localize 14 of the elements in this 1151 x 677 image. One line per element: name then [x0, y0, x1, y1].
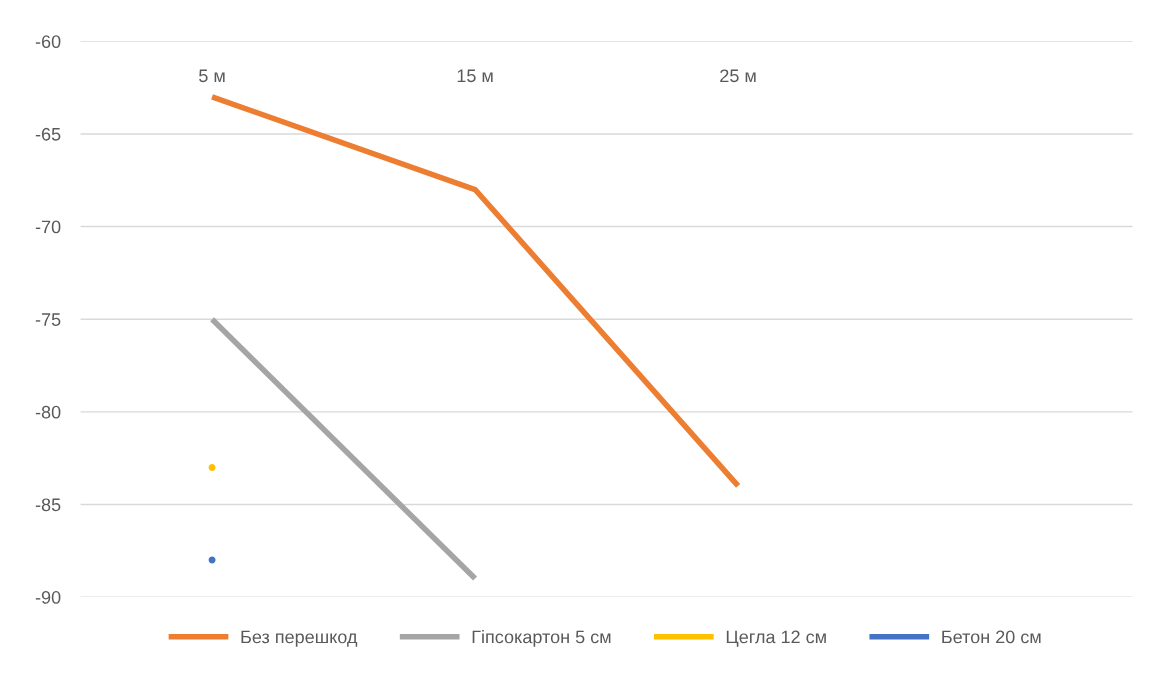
legend-label: Без перешкод: [241, 630, 358, 647]
x-tick-label: 5 м: [199, 69, 225, 83]
legend-label: Бетон 20 см: [942, 630, 1041, 644]
y-tick-label: -85: [35, 498, 61, 512]
y-tick-label: -65: [35, 127, 61, 141]
y-tick-label: -75: [35, 313, 61, 326]
y-tick-label: -80: [35, 405, 61, 419]
x-tick-label: 15 м: [457, 69, 493, 83]
y-tick-label: -90: [35, 591, 61, 604]
legend-label: Цегла 12 см: [726, 630, 826, 647]
legend-label: Гіпсокартон 5 см: [472, 630, 611, 647]
y-tick-label: -60: [35, 35, 61, 49]
x-tick-label: 25 м: [720, 69, 756, 83]
y-tick-label: -70: [35, 220, 61, 234]
